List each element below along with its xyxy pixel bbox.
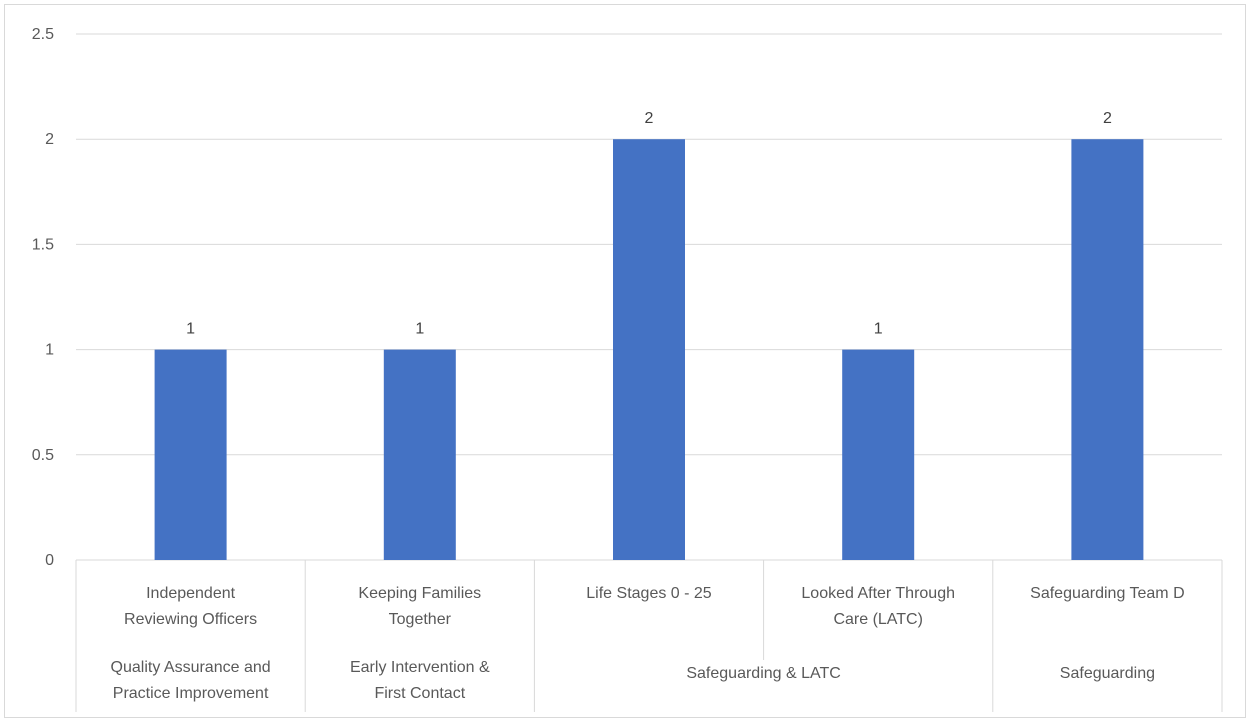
category-label: Safeguarding Team D (1030, 585, 1184, 602)
group-label: First Contact (374, 685, 465, 702)
bar (154, 349, 227, 560)
bar (842, 349, 915, 560)
bar (613, 139, 685, 560)
category-label: Together (389, 611, 452, 628)
category-label: Reviewing Officers (124, 611, 257, 628)
category-label: Keeping Families (358, 585, 481, 602)
y-tick-label: 1 (45, 342, 54, 359)
data-label: 1 (186, 321, 195, 338)
category-label: Care (LATC) (833, 611, 923, 628)
group-label: Practice Improvement (113, 685, 269, 702)
y-tick-label: 1.5 (32, 236, 54, 253)
y-tick-label: 0.5 (32, 447, 54, 464)
y-tick-label: 2.5 (32, 26, 54, 43)
category-label: Looked After Through (801, 585, 955, 602)
data-label: 1 (874, 321, 883, 338)
category-label: Life Stages 0 - 25 (586, 585, 712, 602)
group-label: Early Intervention & (350, 659, 490, 676)
bar (1071, 139, 1144, 560)
category-label: Independent (146, 585, 236, 602)
y-tick-label: 0 (45, 552, 54, 569)
group-label: Quality Assurance and (111, 659, 271, 676)
data-label: 2 (645, 110, 654, 127)
data-label: 1 (415, 321, 424, 338)
group-label: Safeguarding & LATC (686, 665, 840, 682)
bar (383, 349, 456, 560)
y-tick-label: 2 (45, 131, 54, 148)
data-label: 2 (1103, 110, 1112, 127)
group-label: Safeguarding (1060, 665, 1155, 682)
